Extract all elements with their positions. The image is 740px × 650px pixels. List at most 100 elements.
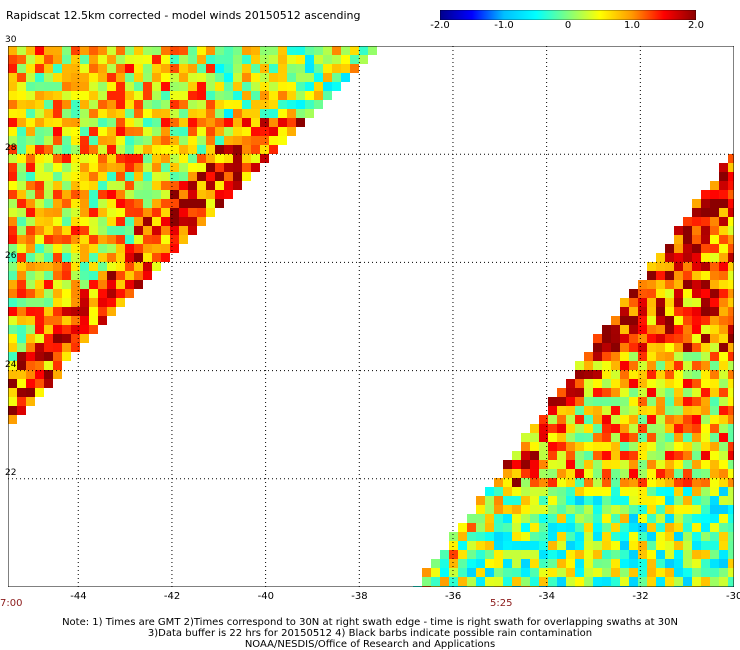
swath-cell xyxy=(476,514,485,523)
swath-cell xyxy=(620,523,629,532)
swath-cell xyxy=(44,307,53,316)
swath-cell xyxy=(17,262,26,271)
swath-cell xyxy=(467,532,476,541)
swath-cell xyxy=(701,226,710,235)
swath-cell xyxy=(107,118,116,127)
swath-cell xyxy=(566,559,575,568)
swath-cell xyxy=(710,388,719,397)
swath-cell xyxy=(593,379,602,388)
swath-cell xyxy=(197,145,206,154)
swath-cell xyxy=(566,550,575,559)
swath-cell xyxy=(143,55,152,64)
swath-cell xyxy=(557,451,566,460)
swath-cell xyxy=(530,433,539,442)
swath-cell xyxy=(269,145,278,154)
swath-cell xyxy=(98,55,107,64)
swath-cell xyxy=(89,244,98,253)
swath-cell xyxy=(44,46,53,55)
swath-cell xyxy=(611,487,620,496)
swath-cell xyxy=(143,46,152,55)
swath-cell xyxy=(44,55,53,64)
swath-cell xyxy=(44,217,53,226)
swath-cell xyxy=(35,316,44,325)
swath-cell xyxy=(620,307,629,316)
swath-cell xyxy=(71,154,80,163)
swath-cell xyxy=(620,352,629,361)
swath-cell xyxy=(611,370,620,379)
swath-cell xyxy=(674,523,683,532)
swath-cell xyxy=(53,343,62,352)
swath-cell xyxy=(125,271,134,280)
swath-cell xyxy=(620,298,629,307)
swath-cell xyxy=(665,334,674,343)
swath-cell xyxy=(134,109,143,118)
swath-cell xyxy=(710,379,719,388)
swath-cell xyxy=(728,577,734,586)
swath-cell xyxy=(710,325,719,334)
swath-cell xyxy=(71,208,80,217)
swath-cell xyxy=(224,91,233,100)
swath-cell xyxy=(629,370,638,379)
swath-cell xyxy=(53,118,62,127)
swath-cell xyxy=(170,163,179,172)
swath-cell xyxy=(152,55,161,64)
swath-cell xyxy=(53,172,62,181)
swath-cell xyxy=(584,451,593,460)
swath-cell xyxy=(620,514,629,523)
swath-cell xyxy=(35,91,44,100)
swath-cell xyxy=(17,55,26,64)
swath-cell xyxy=(728,568,734,577)
swath-cell xyxy=(116,46,125,55)
swath-cell xyxy=(170,190,179,199)
swath-cell xyxy=(692,451,701,460)
swath-cell xyxy=(575,577,584,586)
swath-cell xyxy=(719,334,728,343)
swath-cell xyxy=(593,451,602,460)
swath-cell xyxy=(665,523,674,532)
swath-cell xyxy=(728,406,734,415)
swath-cell xyxy=(107,244,116,253)
swath-cell xyxy=(683,262,692,271)
swath-cell xyxy=(530,442,539,451)
swath-cell xyxy=(26,136,35,145)
swath-cell xyxy=(620,559,629,568)
swath-cell xyxy=(161,154,170,163)
swath-cell xyxy=(458,532,467,541)
swath-cell xyxy=(143,226,152,235)
swath-cell xyxy=(134,280,143,289)
swath-cell xyxy=(116,244,125,253)
swath-cell xyxy=(710,199,719,208)
swath-cell xyxy=(71,217,80,226)
swath-cell xyxy=(107,82,116,91)
swath-cell xyxy=(278,55,287,64)
swath-cell xyxy=(728,172,734,181)
swath-cell xyxy=(188,217,197,226)
swath-cell xyxy=(278,136,287,145)
swath-cell xyxy=(638,406,647,415)
swath-cell xyxy=(98,226,107,235)
swath-cell xyxy=(143,127,152,136)
swath-cell xyxy=(683,370,692,379)
swath-cell xyxy=(71,91,80,100)
swath-cell xyxy=(485,550,494,559)
swath-cell xyxy=(638,541,647,550)
swath-cell xyxy=(26,280,35,289)
swath-cell xyxy=(593,433,602,442)
swath-cell xyxy=(62,172,71,181)
swath-cell xyxy=(278,91,287,100)
swath-cell xyxy=(197,154,206,163)
swath-cell xyxy=(62,307,71,316)
swath-cell xyxy=(17,172,26,181)
swath-cell xyxy=(656,496,665,505)
swath-cell xyxy=(62,163,71,172)
swath-cell xyxy=(503,469,512,478)
swath-cell xyxy=(116,262,125,271)
swath-cell xyxy=(647,289,656,298)
swath-cell xyxy=(35,55,44,64)
swath-cell xyxy=(575,541,584,550)
swath-cell xyxy=(674,433,683,442)
swath-cell xyxy=(143,136,152,145)
swath-cell xyxy=(710,289,719,298)
swath-cell xyxy=(287,82,296,91)
wind-difference-map xyxy=(8,46,734,587)
